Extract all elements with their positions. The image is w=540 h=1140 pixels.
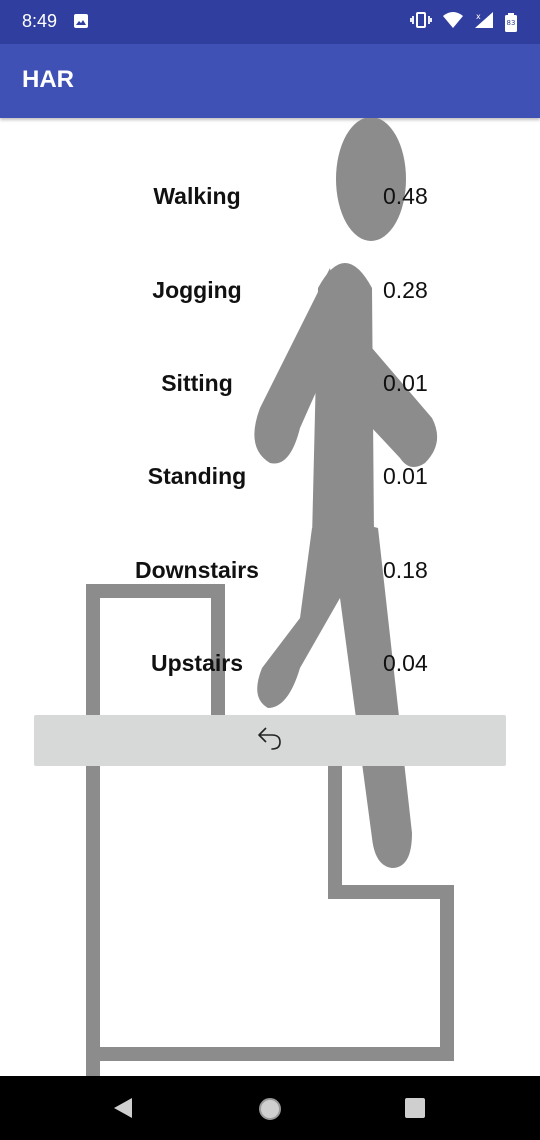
app-title: HAR (22, 66, 74, 93)
vibrate-icon (410, 11, 432, 34)
activity-row-walking: Walking 0.48 (0, 175, 540, 215)
back-triangle-icon[interactable] (112, 1096, 134, 1125)
activity-label: Jogging (152, 277, 242, 303)
status-bar: 8:49 x 83 (0, 0, 540, 44)
activity-label: Upstairs (150, 650, 244, 676)
reset-button[interactable] (34, 715, 506, 766)
activity-probability: 0.01 (383, 463, 428, 489)
content-area: Walking 0.48 Jogging 0.28 Sitting 0.01 S… (0, 118, 540, 1076)
signal-icon: x (474, 11, 494, 34)
activity-row-downstairs: Downstairs 0.18 (0, 549, 540, 589)
svg-text:x: x (476, 12, 481, 21)
battery-icon: 83 (504, 12, 518, 33)
activity-label: Walking (153, 183, 241, 209)
activity-label: Downstairs (135, 557, 259, 583)
activity-probability: 0.18 (383, 557, 428, 583)
activity-probability: 0.28 (383, 277, 428, 303)
activity-label: Sitting (161, 370, 233, 396)
status-icons: x 83 (410, 11, 518, 34)
activity-row-sitting: Sitting 0.01 (0, 362, 540, 402)
home-circle-icon[interactable] (257, 1096, 283, 1127)
recents-square-icon[interactable] (405, 1098, 425, 1118)
activity-probability: 0.01 (383, 370, 428, 396)
activity-row-standing: Standing 0.01 (0, 455, 540, 495)
activity-label: Standing (147, 463, 247, 489)
activity-probability: 0.04 (383, 650, 428, 676)
activity-probability: 0.48 (383, 183, 428, 209)
undo-icon (255, 723, 285, 758)
status-time: 8:49 (22, 11, 58, 31)
activity-row-jogging: Jogging 0.28 (0, 269, 540, 309)
activity-row-upstairs: Upstairs 0.04 (0, 642, 540, 682)
battery-level: 83 (506, 18, 516, 27)
navigation-bar (0, 1076, 540, 1140)
image-notification-icon (73, 13, 89, 34)
wifi-icon (442, 11, 464, 34)
walking-person-illustration (86, 118, 454, 1076)
app-bar: HAR (0, 44, 540, 118)
